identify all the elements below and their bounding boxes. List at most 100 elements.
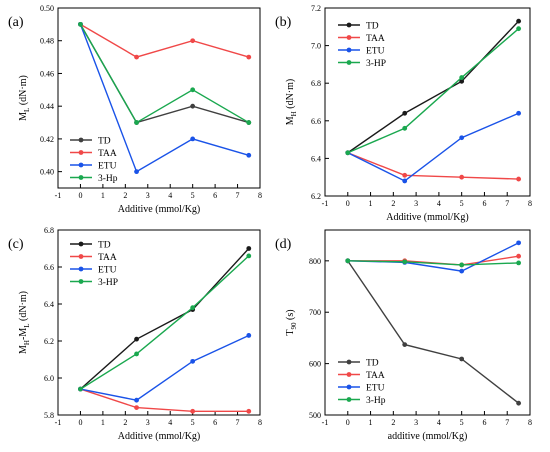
x-tick-label: 5: [191, 418, 195, 427]
x-axis-title: additive (mmol/Kg): [388, 431, 468, 442]
data-point: [134, 336, 139, 342]
data-point: [246, 54, 252, 60]
data-point: [402, 172, 408, 178]
x-tick-label: 6: [482, 418, 486, 427]
legend-entry: ETU: [366, 47, 385, 57]
legend-entry: 3-Hp: [98, 174, 118, 184]
data-point: [459, 268, 465, 274]
data-point: [190, 87, 196, 93]
x-axis-title: Additive (mmol/Kg): [118, 204, 201, 215]
data-point: [402, 125, 408, 131]
y-axis-title: T90 (s): [285, 309, 298, 335]
y-tick-label: 0.40: [40, 168, 54, 177]
x-tick-label: 0: [78, 191, 82, 200]
data-point: [459, 262, 465, 268]
series-line: [347, 28, 520, 154]
legend-swatch-marker: [78, 241, 84, 247]
y-axis-title-part: (dN·m): [18, 291, 29, 324]
data-point: [246, 120, 252, 125]
y-axis-title-subscript: L: [23, 324, 31, 328]
y-tick-label: 7.0: [311, 42, 321, 51]
series-line: [80, 23, 249, 58]
y-tick-label: 0.50: [40, 4, 54, 13]
x-axis-title: Additive (mmol/Kg): [386, 212, 469, 223]
legend-swatch-marker: [346, 22, 352, 28]
legend-swatch-marker: [346, 35, 352, 40]
data-point: [516, 176, 522, 182]
data-point: [246, 408, 252, 414]
panel-tag: (d): [275, 237, 292, 252]
panel-tag: (a): [8, 15, 24, 30]
series-3-hp: [78, 21, 252, 125]
data-point: [516, 26, 522, 32]
y-tick-label: 7.2: [311, 4, 321, 13]
y-axis-title-subscript: L: [23, 108, 31, 112]
x-tick-label: 8: [258, 418, 262, 427]
series-etu: [345, 240, 522, 274]
series-3-hp: [345, 258, 522, 268]
data-point: [516, 253, 522, 259]
legend-swatch-marker: [78, 175, 84, 180]
series-taa: [78, 386, 252, 414]
y-axis-title-part: M: [18, 112, 29, 121]
series-line: [347, 242, 519, 272]
chart-panel: -1 0 1 2 3 4 5 6 7 8 0.40 0.42 0.44 0.46 0.48 0.50 (a) Ad…: [8, 4, 262, 215]
x-tick-label: 6: [213, 191, 217, 200]
y-axis-title-part: (dN·m): [285, 79, 296, 112]
y-tick-label: 6.8: [311, 79, 321, 88]
x-tick-label: 2: [391, 199, 395, 208]
y-tick-label: 5.8: [44, 411, 54, 420]
panel-tag: (b): [275, 15, 292, 30]
legend: TD TAA ETU 3-HP: [338, 22, 386, 69]
y-tick-label: 0.44: [40, 102, 54, 111]
data-point: [78, 21, 83, 27]
x-tick-label: 7: [505, 199, 509, 208]
series-line: [347, 260, 519, 266]
x-tick-label: 3: [414, 418, 418, 427]
series-line: [79, 24, 249, 173]
x-tick-label: 1: [369, 199, 373, 208]
series-line: [80, 388, 249, 412]
y-tick-label: 0.48: [40, 37, 54, 46]
data-point: [246, 253, 252, 259]
data-point: [402, 342, 408, 347]
plot-frame: [57, 229, 261, 416]
y-tick-label: 500: [309, 411, 321, 420]
x-tick-label: 8: [528, 418, 532, 427]
series-line: [80, 334, 250, 401]
x-tick-label: 6: [482, 199, 486, 208]
y-tick-label: 6.8: [44, 226, 54, 235]
legend-swatch-marker: [346, 372, 352, 377]
legend-entry: TAA: [366, 371, 385, 381]
y-axis-title-part: M: [18, 345, 29, 354]
x-tick-label: 0: [78, 418, 82, 427]
panel-tag: (c): [8, 237, 24, 252]
series-line: [79, 24, 250, 124]
legend-entry: TAA: [98, 253, 117, 263]
legend-swatch-marker: [78, 150, 84, 155]
x-tick-label: 5: [460, 418, 464, 427]
legend-entry: TD: [98, 137, 111, 147]
legend-swatch-marker: [78, 279, 84, 284]
data-point: [459, 75, 465, 80]
series-taa: [345, 150, 522, 182]
legend-swatch-marker: [78, 162, 84, 168]
x-tick-label: 8: [258, 191, 262, 200]
data-point: [459, 174, 465, 180]
x-tick-label: 5: [460, 199, 464, 208]
legend-entry: 3-HP: [366, 59, 386, 69]
data-point: [516, 240, 522, 246]
legend-entry: TD: [98, 241, 111, 251]
legend: TD TAA ETU 3-HP: [70, 241, 118, 288]
series-etu: [345, 110, 522, 184]
legend-swatch-marker: [346, 47, 352, 53]
legend-entry: ETU: [98, 162, 117, 172]
data-point: [190, 305, 196, 311]
x-tick-label: 0: [346, 199, 350, 208]
y-axis-title-subscript: 90: [290, 322, 298, 330]
legend-entry: TAA: [98, 149, 117, 159]
y-tick-label: 6.4: [311, 154, 321, 163]
x-tick-label: 2: [123, 418, 127, 427]
series-taa: [78, 21, 252, 60]
y-tick-label: 6.6: [311, 117, 321, 126]
